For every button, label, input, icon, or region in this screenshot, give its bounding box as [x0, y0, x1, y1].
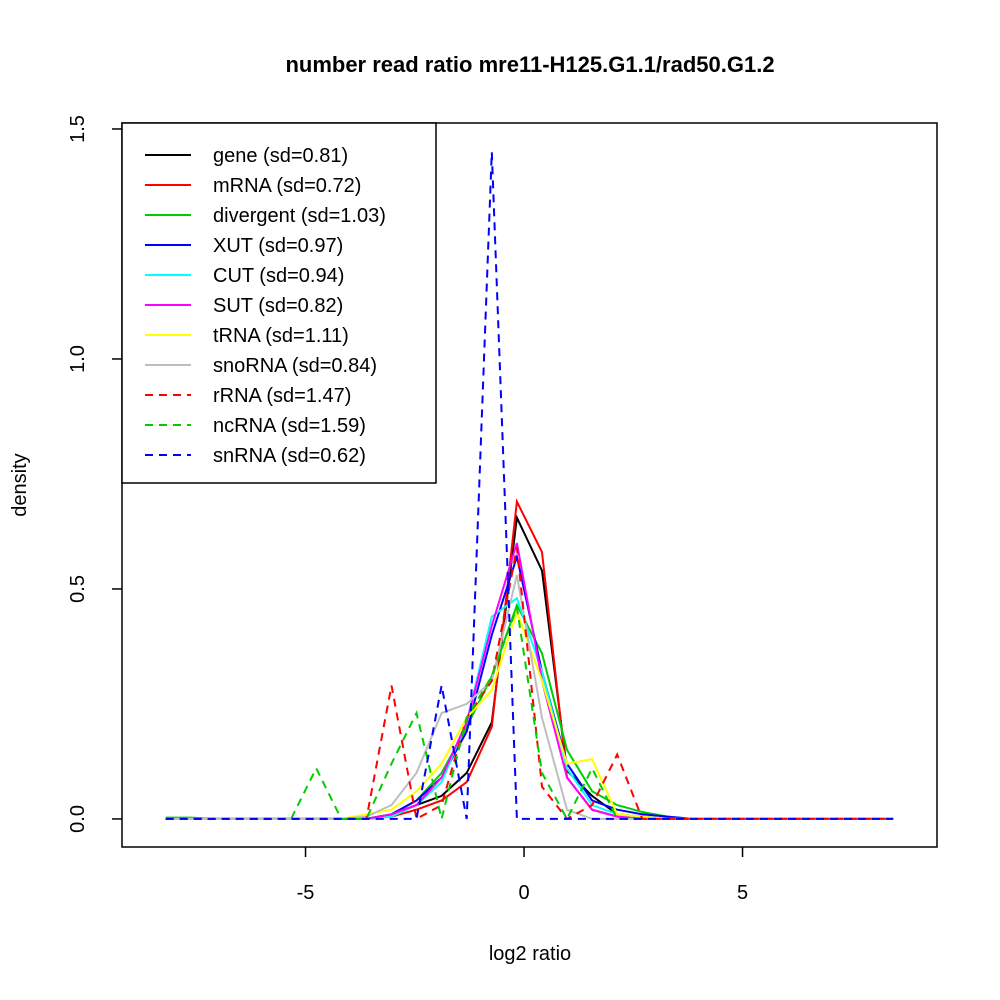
- x-tick-label: 5: [737, 882, 748, 904]
- legend-label: rRNA (sd=1.47): [213, 385, 351, 407]
- legend-label: CUT (sd=0.94): [213, 265, 344, 287]
- legend-box: [121, 122, 437, 484]
- y-tick-label: 1.0: [67, 345, 89, 373]
- legend-label: snRNA (sd=0.62): [213, 445, 366, 467]
- y-axis-label: density: [9, 453, 31, 516]
- series-line-10: [165, 151, 894, 820]
- series-line-5: [165, 542, 894, 820]
- y-tick-label: 1.5: [67, 115, 89, 143]
- legend-label: divergent (sd=1.03): [213, 205, 386, 227]
- series-layer: [165, 151, 894, 822]
- legend-label: ncRNA (sd=1.59): [213, 415, 366, 437]
- plot-frame: [121, 122, 938, 848]
- legend-label: gene (sd=0.81): [213, 145, 348, 167]
- chart-title: number read ratio mre11-H125.G1.1/rad50.…: [285, 52, 774, 77]
- y-tick-label: 0.5: [67, 575, 89, 603]
- y-tick-label: 0.0: [67, 805, 89, 833]
- legend: gene (sd=0.81) mRNA (sd=0.72) divergent (s…: [121, 122, 437, 484]
- x-tick-label: 0: [518, 882, 529, 904]
- series-line-9: [165, 607, 894, 822]
- legend-label: SUT (sd=0.82): [213, 295, 343, 317]
- x-axis-label: log2 ratio: [489, 943, 571, 965]
- series-line-0: [165, 514, 894, 820]
- legend-label: tRNA (sd=1.11): [213, 325, 349, 347]
- series-line-3: [165, 552, 894, 820]
- x-tick-label: -5: [297, 882, 315, 904]
- series-line-8: [165, 547, 894, 821]
- axes-layer: -5 0 5 0.0 0.5 1.0 1.5: [67, 115, 748, 904]
- legend-label: mRNA (sd=0.72): [213, 175, 361, 197]
- legend-label: snoRNA (sd=0.84): [213, 355, 377, 377]
- legend-label: XUT (sd=0.97): [213, 235, 343, 257]
